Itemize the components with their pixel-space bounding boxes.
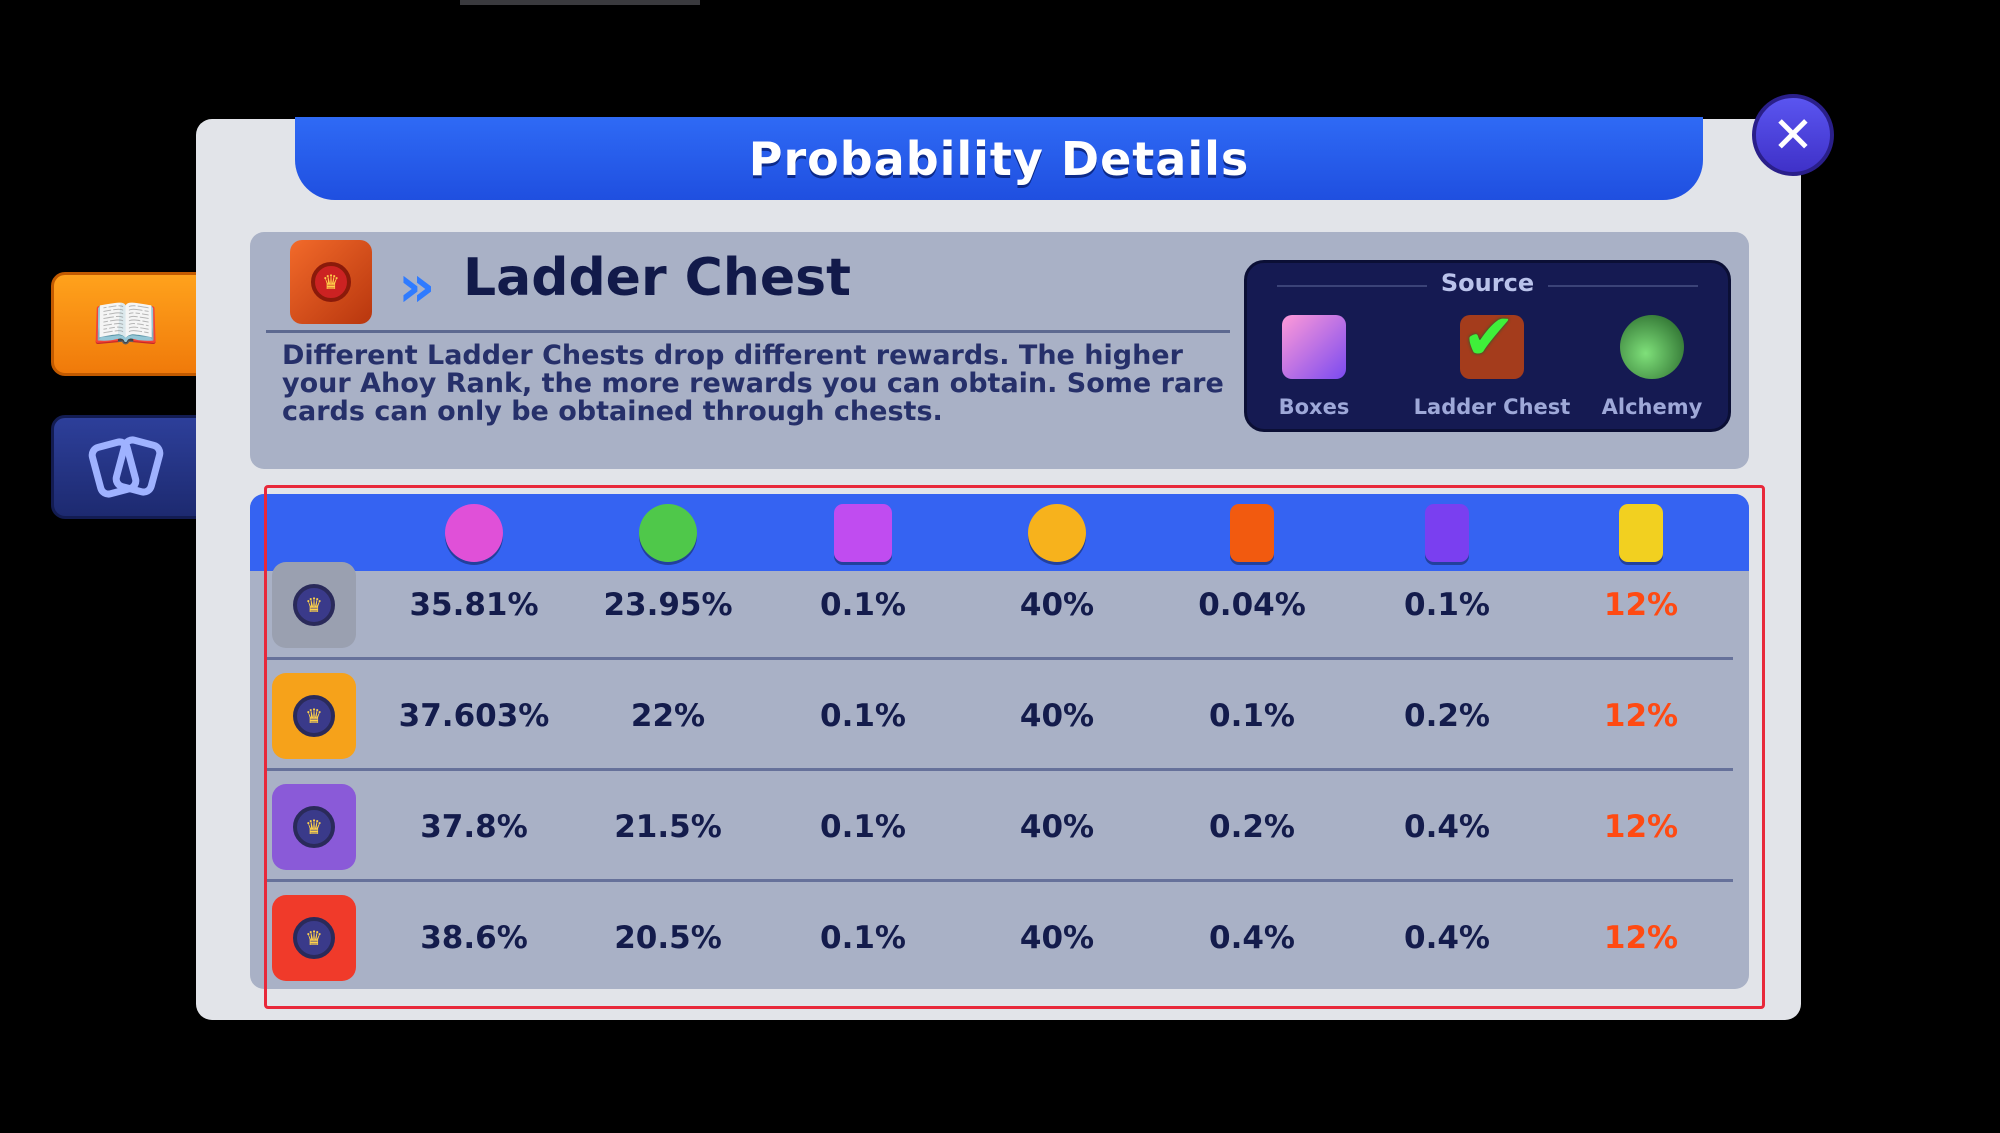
top-bar bbox=[460, 0, 700, 5]
row-divider bbox=[266, 657, 1733, 660]
info-title: Ladder Chest bbox=[463, 248, 851, 308]
probability-cell: 37.603% bbox=[398, 697, 550, 734]
shell-icon bbox=[445, 504, 503, 562]
probability-cell: 0.2% bbox=[1209, 808, 1295, 845]
row-divider bbox=[266, 879, 1733, 882]
probability-cell: 12% bbox=[1603, 808, 1679, 845]
tab-cards[interactable] bbox=[51, 415, 201, 519]
probability-cell: 22% bbox=[630, 697, 706, 734]
probability-cell: 0.1% bbox=[820, 919, 906, 956]
probability-cell: 40% bbox=[1019, 697, 1095, 734]
divider bbox=[1277, 285, 1427, 287]
source-ladder-chest[interactable]: ✔ Ladder Chest bbox=[1407, 301, 1577, 419]
table-header bbox=[250, 494, 1749, 571]
probability-cell: 0.4% bbox=[1404, 919, 1490, 956]
probability-cell: 0.1% bbox=[1209, 697, 1295, 734]
probability-cell: 12% bbox=[1603, 919, 1679, 956]
orange-card-icon bbox=[1230, 504, 1274, 562]
silver-chest-icon: ♛ bbox=[272, 561, 356, 648]
probability-table: ♛ 35.81% 23.95% 0.1% 40% 0.04% 0.1% 12% ♛ 37.603%… bbox=[250, 494, 1749, 989]
probability-cell: 38.6% bbox=[420, 919, 528, 956]
potion-icon bbox=[1620, 315, 1684, 379]
probability-cell: 0.04% bbox=[1198, 586, 1306, 623]
clover-icon bbox=[639, 504, 697, 562]
table-row: ♛ 37.8% 21.5% 0.1% 40% 0.2% 0.4% 12% bbox=[250, 771, 1749, 882]
tab-book[interactable]: 📖 bbox=[51, 272, 201, 376]
box-icon bbox=[834, 504, 892, 562]
probability-cell: 40% bbox=[1019, 808, 1095, 845]
probability-cell: 0.1% bbox=[820, 808, 906, 845]
probability-cell: 0.1% bbox=[820, 697, 906, 734]
close-icon: ✕ bbox=[1772, 106, 1814, 164]
probability-cell: 0.1% bbox=[820, 586, 906, 623]
table-row: ♛ 38.6% 20.5% 0.1% 40% 0.4% 0.4% 12% bbox=[250, 882, 1749, 989]
divider bbox=[266, 330, 1230, 333]
probability-cell: 20.5% bbox=[614, 919, 722, 956]
dialog-title: Probability Details bbox=[295, 117, 1703, 200]
info-description: Different Ladder Chests drop different r… bbox=[282, 340, 1224, 427]
probability-cell: 12% bbox=[1603, 697, 1679, 734]
probability-cell: 40% bbox=[1019, 586, 1095, 623]
probability-cell: 21.5% bbox=[614, 808, 722, 845]
close-button[interactable]: ✕ bbox=[1752, 94, 1834, 176]
cards-icon bbox=[88, 436, 164, 498]
probability-cell: 23.95% bbox=[603, 586, 733, 623]
source-alchemy[interactable]: Alchemy bbox=[1577, 315, 1727, 419]
probability-cell: 35.81% bbox=[409, 586, 539, 623]
divider bbox=[1548, 285, 1698, 287]
probability-cell: 0.4% bbox=[1209, 919, 1295, 956]
probability-cell: 0.2% bbox=[1404, 697, 1490, 734]
source-title: Source bbox=[1440, 269, 1535, 297]
row-divider bbox=[266, 768, 1733, 771]
source-panel: Source Boxes ✔ Ladder Chest Alchemy bbox=[1244, 260, 1731, 432]
chevron-icon: » bbox=[398, 252, 436, 320]
ladder-chest-icon: ♛ bbox=[290, 240, 372, 324]
chest-icon: ✔ bbox=[1460, 301, 1524, 379]
table-row: ♛ 35.81% 23.95% 0.1% 40% 0.04% 0.1% 12% bbox=[250, 549, 1749, 660]
source-label: Ladder Chest bbox=[1413, 395, 1571, 419]
gold-card-icon bbox=[1619, 504, 1663, 562]
book-icon: 📖 bbox=[92, 292, 160, 355]
purple-chest-icon: ♛ bbox=[272, 783, 356, 870]
source-label: Boxes bbox=[1278, 395, 1350, 419]
red-chest-icon: ♛ bbox=[272, 894, 356, 981]
box-icon bbox=[1282, 315, 1346, 379]
probability-cell: 37.8% bbox=[420, 808, 528, 845]
source-label: Alchemy bbox=[1601, 395, 1703, 419]
highlight-box bbox=[264, 485, 1765, 1009]
coin-icon bbox=[1028, 504, 1086, 562]
probability-cell: 12% bbox=[1603, 586, 1679, 623]
probability-cell: 40% bbox=[1019, 919, 1095, 956]
probability-cell: 0.1% bbox=[1404, 586, 1490, 623]
table-row: ♛ 37.603% 22% 0.1% 40% 0.1% 0.2% 12% bbox=[250, 660, 1749, 771]
gold-chest-icon: ♛ bbox=[272, 672, 356, 759]
purple-card-icon bbox=[1425, 504, 1469, 562]
source-boxes[interactable]: Boxes bbox=[1239, 315, 1389, 419]
checkmark-icon: ✔ bbox=[1462, 301, 1516, 375]
probability-cell: 0.4% bbox=[1404, 808, 1490, 845]
